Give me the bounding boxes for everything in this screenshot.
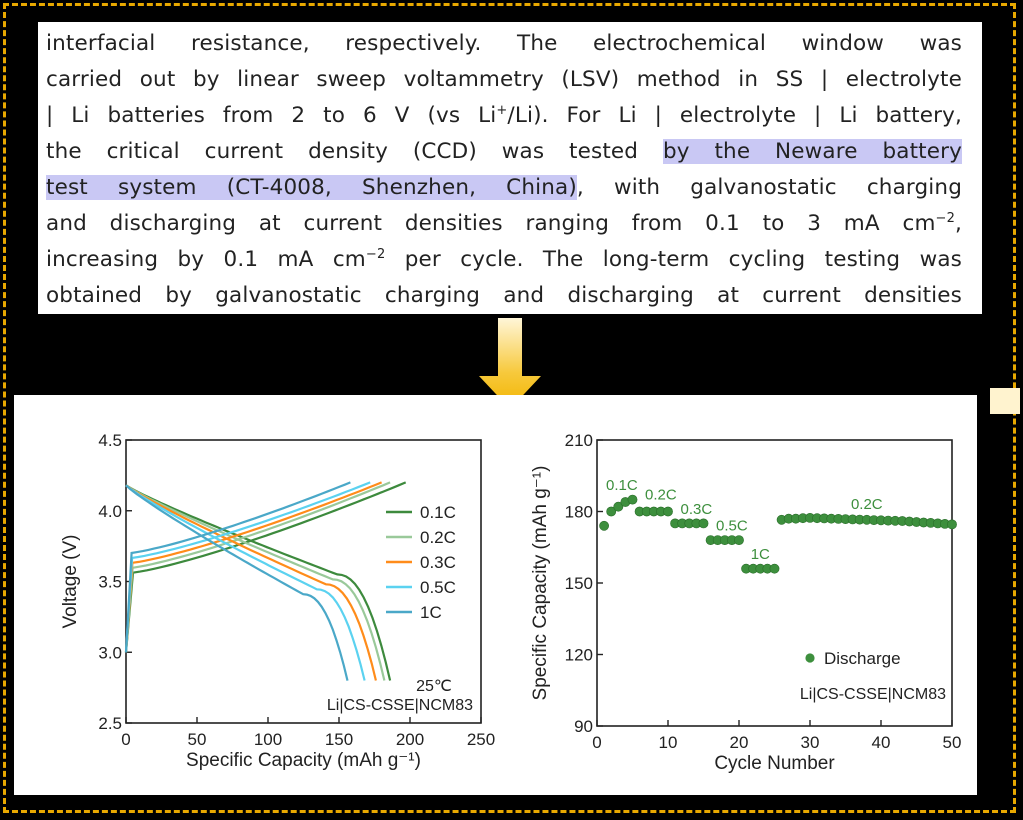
cell-annotation: Li|CS-CSSE|NCM83 [327,697,473,714]
legend-label-0.5C: 0.5C [420,578,456,597]
method-paragraph: interfacial resistance, respectively. Th… [46,26,962,314]
discharge-curve-0.5C [125,484,366,681]
discharge-point [599,520,609,531]
x-tick-label: 100 [254,730,282,749]
text-line-5: test system (CT-4008, Shenzhen, China), … [46,175,962,200]
discharge-curve-1C [125,484,349,681]
x-tick-label: 250 [467,730,495,749]
cell-annotation: Li|CS-CSSE|NCM83 [800,686,946,703]
x-tick-label: 10 [659,733,678,752]
discharge-point [663,506,673,517]
legend-label-0.1C: 0.1C [420,503,456,522]
x-axis-label: Cycle Number [714,753,835,774]
y-tick-label: 150 [565,574,593,593]
x-tick-label: 150 [325,730,353,749]
x-tick-label: 0 [592,733,601,752]
rate-label: 1C [751,546,770,563]
charge-curve-0.5C [124,481,371,653]
legend-label: Discharge [824,649,901,668]
y-tick-label: 2.5 [98,714,122,733]
voltage-capacity-chart: 0 50 100 150 200 250 2.5 3.0 3.5 4.0 4.5 Specific C… [60,431,495,771]
x-tick-label: 30 [801,733,820,752]
text-line-6: and discharging at current densities ran… [46,210,962,236]
x-tick-label: 50 [188,730,207,749]
text-line-2: carried out by linear sweep voltammetry … [46,67,962,92]
discharge-curve-0.3C [125,484,377,681]
y-tick-label: 3.5 [98,573,122,592]
decorative-corner-block [990,388,1020,414]
text-line-3: | Li batteries from 2 to 6 V (vs Li+/Li)… [46,102,962,128]
cycling-performance-chart: 0 10 20 30 40 50 90 120 150 180 210 Cycle Number Spe… [530,431,961,774]
legend-label-0.3C: 0.3C [420,553,456,572]
charge-curve-0.1C [124,481,407,653]
charge-curve-1C [124,481,351,653]
rate-label: 0.3C [681,501,713,518]
text-line-8: obtained by galvanostatic charging and d… [46,283,962,308]
x-tick-label: 50 [943,733,962,752]
discharge-point [947,519,957,530]
y-tick-label: 180 [565,503,593,522]
legend-marker [805,653,815,663]
x-tick-label: 0 [121,730,130,749]
rate-label: 0.2C [645,487,677,504]
rate-label: 0.2C [851,496,883,513]
y-axis-label: Voltage (V) [60,535,81,629]
charge-curve-0.3C [124,481,383,653]
x-tick-label: 200 [396,730,424,749]
y-axis-label: Specific Capacity (mAh g⁻¹) [530,466,551,701]
discharge-point [769,563,780,574]
y-tick-label: 4.0 [98,502,122,521]
x-axis-label: Specific Capacity (mAh g⁻¹) [186,750,421,771]
down-arrow-icon [479,318,541,409]
legend-label-1C: 1C [420,603,442,622]
rate-label: 0.5C [716,518,748,535]
charge-curve-0.2C [124,481,391,653]
figure-panel: 0 50 100 150 200 250 2.5 3.0 3.5 4.0 4.5 Specific C… [14,395,977,795]
discharge-curve-0.2C [125,484,386,681]
y-tick-label: 120 [565,646,593,665]
y-tick-label: 90 [574,717,593,736]
temperature-annotation: 25℃ [416,678,452,695]
discharge-point [627,494,638,505]
legend-label-0.2C: 0.2C [420,528,456,547]
discharge-point [698,518,709,529]
plot-frame [596,439,953,727]
text-line-1: interfacial resistance, respectively. Th… [46,31,962,56]
highlighted-text: by the Neware battery [662,139,962,164]
text-line-7: increasing by 0.1 mA cm−2 per cycle. The… [46,246,962,272]
discharge-point [606,506,617,517]
discharge-point [613,501,624,512]
highlighted-text: test system (CT-4008, Shenzhen, China) [46,175,577,200]
text-line-4: the critical current density (CCD) was t… [46,139,962,164]
discharge-curve-0.1C [125,484,392,681]
y-tick-label: 3.0 [98,643,122,662]
x-tick-label: 40 [872,733,891,752]
rate-label: 0.1C [606,477,638,494]
y-tick-label: 4.5 [98,431,122,450]
paper-text-excerpt: interfacial resistance, respectively. Th… [38,22,982,314]
x-tick-label: 20 [730,733,749,752]
superscript-plus: + [496,102,508,118]
y-tick-label: 210 [565,431,593,450]
discharge-point [734,535,744,545]
